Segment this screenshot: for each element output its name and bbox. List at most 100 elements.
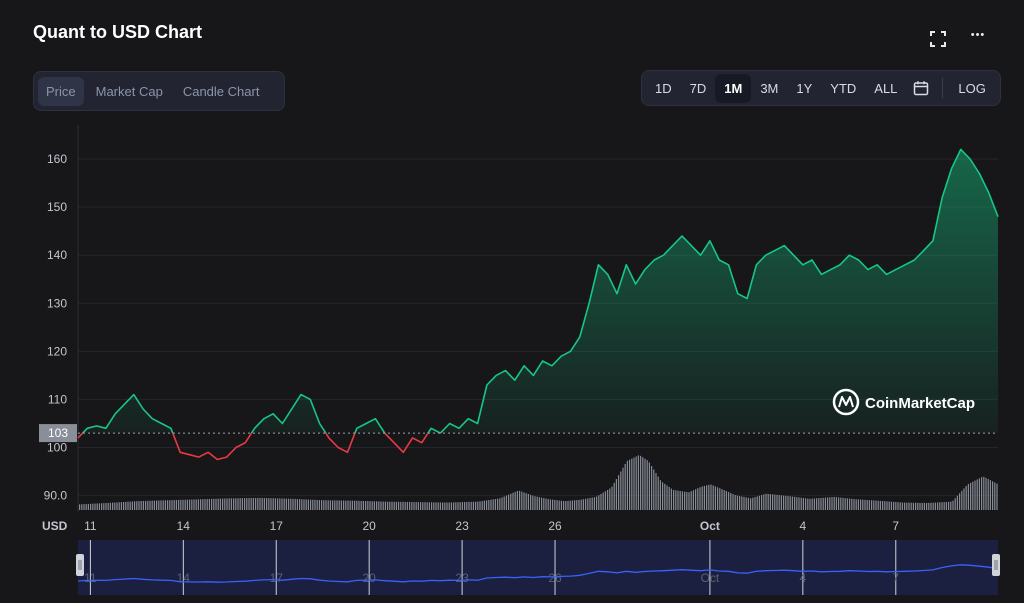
more-icon[interactable]: ••• xyxy=(970,29,986,41)
volume-bar xyxy=(600,493,602,510)
volume-bar xyxy=(725,491,727,510)
volume-bar xyxy=(923,502,925,510)
x-tick-label: 4 xyxy=(800,519,807,533)
volume-bar xyxy=(525,493,527,510)
volume-bar xyxy=(455,502,457,510)
volume-bar xyxy=(134,501,136,510)
volume-bar xyxy=(334,500,336,510)
price-line-below xyxy=(77,433,442,461)
volume-bar xyxy=(681,491,683,510)
volume-bar xyxy=(994,482,996,510)
range-ytd[interactable]: YTD xyxy=(830,80,857,96)
volume-bar xyxy=(871,500,873,510)
volume-bar xyxy=(651,465,653,510)
volume-bar xyxy=(112,502,114,510)
volume-bar xyxy=(277,498,279,510)
volume-bar xyxy=(541,497,543,510)
volume-bar xyxy=(855,499,857,510)
volume-bar xyxy=(492,499,494,510)
volume-bar xyxy=(281,498,283,510)
volume-bar xyxy=(552,499,554,510)
x-tick-label: Oct xyxy=(700,519,720,533)
volume-bar xyxy=(387,501,389,510)
y-tick-label: 110 xyxy=(48,392,67,406)
range-7d[interactable]: 7D xyxy=(689,80,707,96)
volume-bar xyxy=(932,502,934,510)
volume-bar xyxy=(635,456,637,510)
volume-bar xyxy=(598,495,600,510)
volume-bar xyxy=(701,486,703,510)
y-tick-label: 160 xyxy=(47,152,67,166)
volume-bar xyxy=(279,498,281,510)
volume-bar xyxy=(197,499,199,510)
volume-bar xyxy=(976,479,978,510)
tab-price[interactable]: Price xyxy=(38,76,84,106)
volume-bar xyxy=(582,499,584,510)
volume-bar xyxy=(270,498,272,510)
volume-bar xyxy=(613,482,615,510)
volume-bar xyxy=(688,492,690,510)
navigator-tick-label: 7 xyxy=(892,571,899,585)
volume-bar xyxy=(736,495,738,510)
volume-bar xyxy=(310,499,312,510)
volume-bar xyxy=(640,455,642,510)
volume-bar xyxy=(633,457,635,510)
volume-bar xyxy=(965,485,967,510)
volume-bar xyxy=(158,500,160,510)
range-divider xyxy=(942,78,944,98)
volume-bar xyxy=(563,500,565,510)
volume-bar xyxy=(365,501,367,510)
log-scale-button[interactable]: LOG xyxy=(958,80,986,96)
volume-bar xyxy=(917,502,919,510)
volume-bar xyxy=(514,491,516,510)
volume-bar xyxy=(424,502,426,510)
volume-bar xyxy=(420,502,422,510)
fullscreen-icon[interactable] xyxy=(928,30,948,48)
tab-candle-chart[interactable]: Candle Chart xyxy=(182,83,260,99)
volume-bar xyxy=(862,499,864,510)
volume-bar xyxy=(411,502,413,510)
volume-bar xyxy=(459,502,461,510)
volume-bar xyxy=(910,502,912,510)
range-1y[interactable]: 1Y xyxy=(796,80,813,96)
volume-bar xyxy=(292,498,294,510)
volume-bar xyxy=(673,489,675,510)
volume-bar xyxy=(303,499,305,510)
volume-bar xyxy=(527,494,529,510)
volume-bar xyxy=(477,501,479,510)
volume-bar xyxy=(98,503,100,510)
volume-bar xyxy=(842,497,844,510)
volume-bar xyxy=(637,455,639,510)
volume-bar xyxy=(607,489,609,510)
volume-bar xyxy=(578,499,580,510)
calendar-icon[interactable] xyxy=(906,78,936,98)
tab-market-cap[interactable]: Market Cap xyxy=(95,83,163,99)
range-3m[interactable]: 3M xyxy=(760,80,779,96)
range-1m[interactable]: 1M xyxy=(715,73,752,103)
volume-bar xyxy=(222,498,224,510)
volume-bar xyxy=(164,500,166,510)
volume-bar xyxy=(906,502,908,510)
volume-bar xyxy=(103,503,105,510)
navigator-handle-right[interactable] xyxy=(992,554,1000,576)
volume-bar xyxy=(96,503,98,510)
volume-bar xyxy=(912,502,914,510)
volume-bar xyxy=(657,476,659,510)
volume-bar xyxy=(369,501,371,510)
volume-bar xyxy=(728,492,730,510)
range-all[interactable]: ALL xyxy=(874,80,898,96)
volume-bar xyxy=(596,496,598,510)
volume-bar xyxy=(211,498,213,510)
range-1d[interactable]: 1D xyxy=(655,80,672,96)
volume-bar xyxy=(125,501,127,510)
volume-bar xyxy=(732,494,734,510)
navigator-handle-left[interactable] xyxy=(76,554,84,576)
volume-bar xyxy=(659,480,661,510)
volume-bar xyxy=(347,500,349,510)
volume-bar xyxy=(879,500,881,510)
volume-bar xyxy=(160,500,162,510)
volume-bar xyxy=(849,498,851,510)
price-area-fill xyxy=(82,149,998,434)
volume-bar xyxy=(811,498,813,510)
navigator-tick-label: 20 xyxy=(362,571,376,585)
